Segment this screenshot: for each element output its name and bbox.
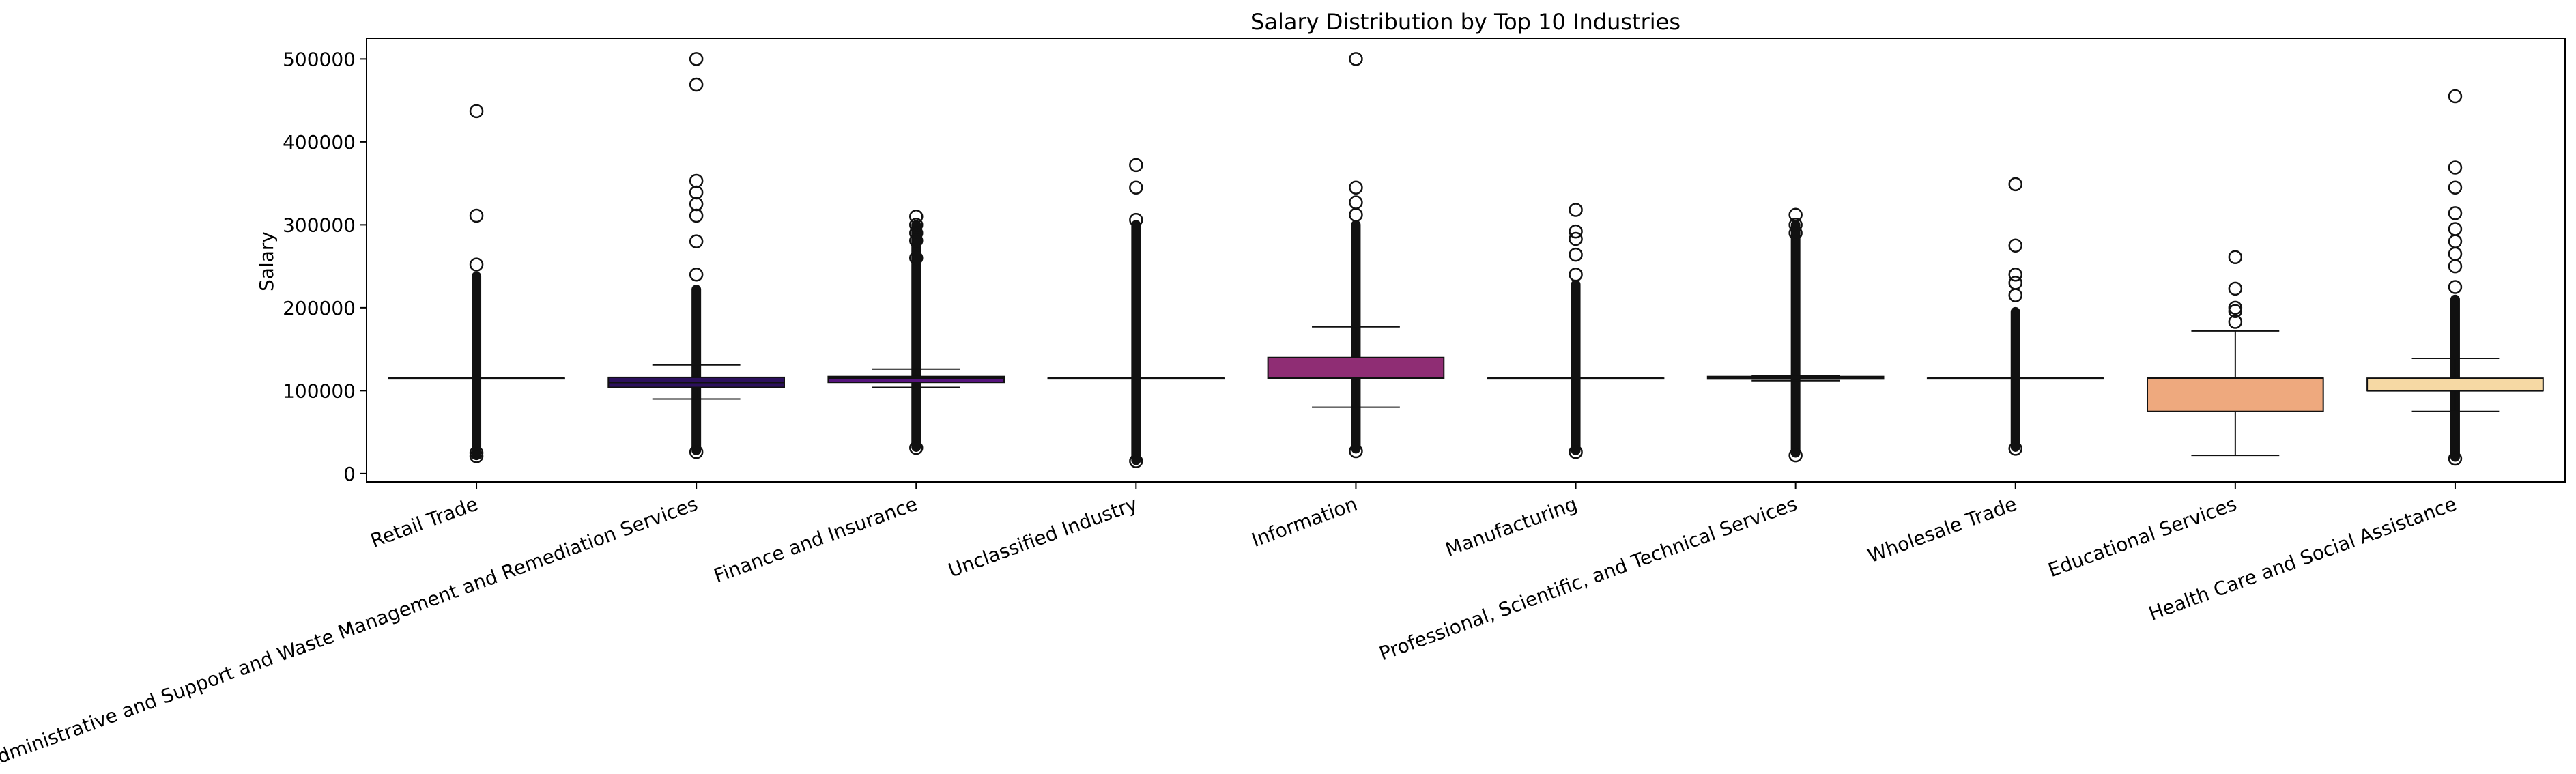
x-tick-label: Wholesale Trade (1865, 493, 2020, 568)
outlier-point (2008, 288, 2022, 302)
box-iqr (2366, 377, 2544, 392)
outlier-point (909, 440, 924, 455)
outlier-point (1349, 207, 1363, 223)
outlier-point (2008, 442, 2022, 456)
outlier-point (1569, 231, 1583, 246)
outlier-point (1788, 207, 1803, 223)
outlier-point (2228, 315, 2243, 329)
outlier-point (2228, 250, 2243, 264)
outlier-point (1788, 226, 1803, 240)
outlier-point (1349, 444, 1363, 459)
outlier-point (2448, 451, 2463, 466)
outlier-point (1569, 268, 1583, 282)
box-iqr (827, 375, 1005, 384)
box-group (607, 52, 785, 459)
box-group (388, 104, 565, 463)
outlier-point (2448, 246, 2463, 261)
outlier-point (2448, 160, 2463, 175)
outlier-point (689, 197, 704, 212)
x-tick-label: Administrative and Support and Waste Man… (0, 493, 701, 771)
outlier-point (1349, 195, 1363, 210)
outlier-point (1569, 445, 1583, 459)
outlier-point (909, 250, 924, 266)
box-group (1487, 203, 1665, 459)
outlier-point (689, 173, 704, 188)
outlier-point (1349, 52, 1363, 66)
box-group (827, 209, 1005, 455)
x-tick-label: Professional, Scientific, and Technical … (1376, 493, 1800, 665)
y-tick-label: 200000 (283, 297, 356, 319)
y-tick-label: 400000 (283, 131, 356, 154)
y-tick-label: 100000 (283, 379, 356, 402)
outlier-point (689, 234, 704, 248)
outlier-point (1788, 448, 1803, 463)
x-tick-label: Manufacturing (1442, 493, 1580, 561)
outlier-point (689, 268, 704, 282)
outlier-point (689, 77, 704, 92)
outlier-point (2008, 238, 2022, 253)
box-group (1267, 52, 1445, 459)
outlier-point (2228, 281, 2243, 296)
outlier-point (2448, 234, 2463, 248)
outlier-point (909, 218, 924, 232)
outlier-point (1129, 454, 1143, 468)
outlier-point (469, 104, 484, 119)
outlier-point (2448, 206, 2463, 220)
outlier-point (2448, 222, 2463, 236)
y-tick-label: 300000 (283, 214, 356, 236)
outlier-point (1569, 247, 1583, 262)
outlier-point (909, 233, 924, 248)
outlier-point (2448, 89, 2463, 104)
outlier-point (689, 185, 704, 200)
box-group (1926, 177, 2104, 456)
outlier-point (1788, 218, 1803, 232)
plot-frame (366, 38, 2566, 483)
outlier-point (2448, 180, 2463, 195)
outlier-point (1129, 212, 1143, 227)
box-group (1047, 158, 1225, 468)
outlier-point (2448, 280, 2463, 294)
outlier-point (1569, 224, 1583, 239)
outlier-point (1349, 180, 1363, 195)
outlier-point (2008, 177, 2022, 192)
outlier-point (909, 226, 924, 240)
x-tick-label: Educational Services (2045, 493, 2239, 582)
outlier-point (2448, 259, 2463, 274)
x-tick-label: Finance and Insurance (711, 493, 920, 588)
box-group (1706, 207, 1885, 463)
outlier-point (689, 52, 704, 66)
box-iqr (2147, 377, 2324, 412)
outlier-point (1129, 180, 1143, 195)
y-axis: 0 100000 200000 300000 400000 500000 (283, 48, 367, 485)
boxes-layer (388, 52, 2544, 468)
box-group (2147, 250, 2324, 457)
box-group (2366, 89, 2544, 466)
outlier-point (469, 446, 484, 460)
outlier-point (1569, 203, 1583, 217)
x-tick-label: Unclassified Industry (945, 493, 1141, 582)
outlier-point (2008, 276, 2022, 290)
outlier-point (1129, 158, 1143, 173)
outlier-point (2228, 304, 2243, 318)
outlier-point (469, 208, 484, 223)
y-tick-label: 0 (343, 463, 356, 485)
outlier-point (909, 209, 924, 224)
box-iqr (1267, 356, 1445, 379)
x-tick-label: Retail Trade (367, 493, 481, 552)
outlier-point (689, 445, 704, 459)
outlier-point (2008, 268, 2022, 282)
outlier-point (689, 208, 704, 223)
y-tick-label: 500000 (283, 48, 356, 70)
chart-title: Salary Distribution by Top 10 Industries (1250, 9, 1680, 35)
y-axis-label: Salary (255, 231, 278, 291)
x-tick-label: Information (1248, 493, 1360, 551)
outlier-point (469, 257, 484, 272)
